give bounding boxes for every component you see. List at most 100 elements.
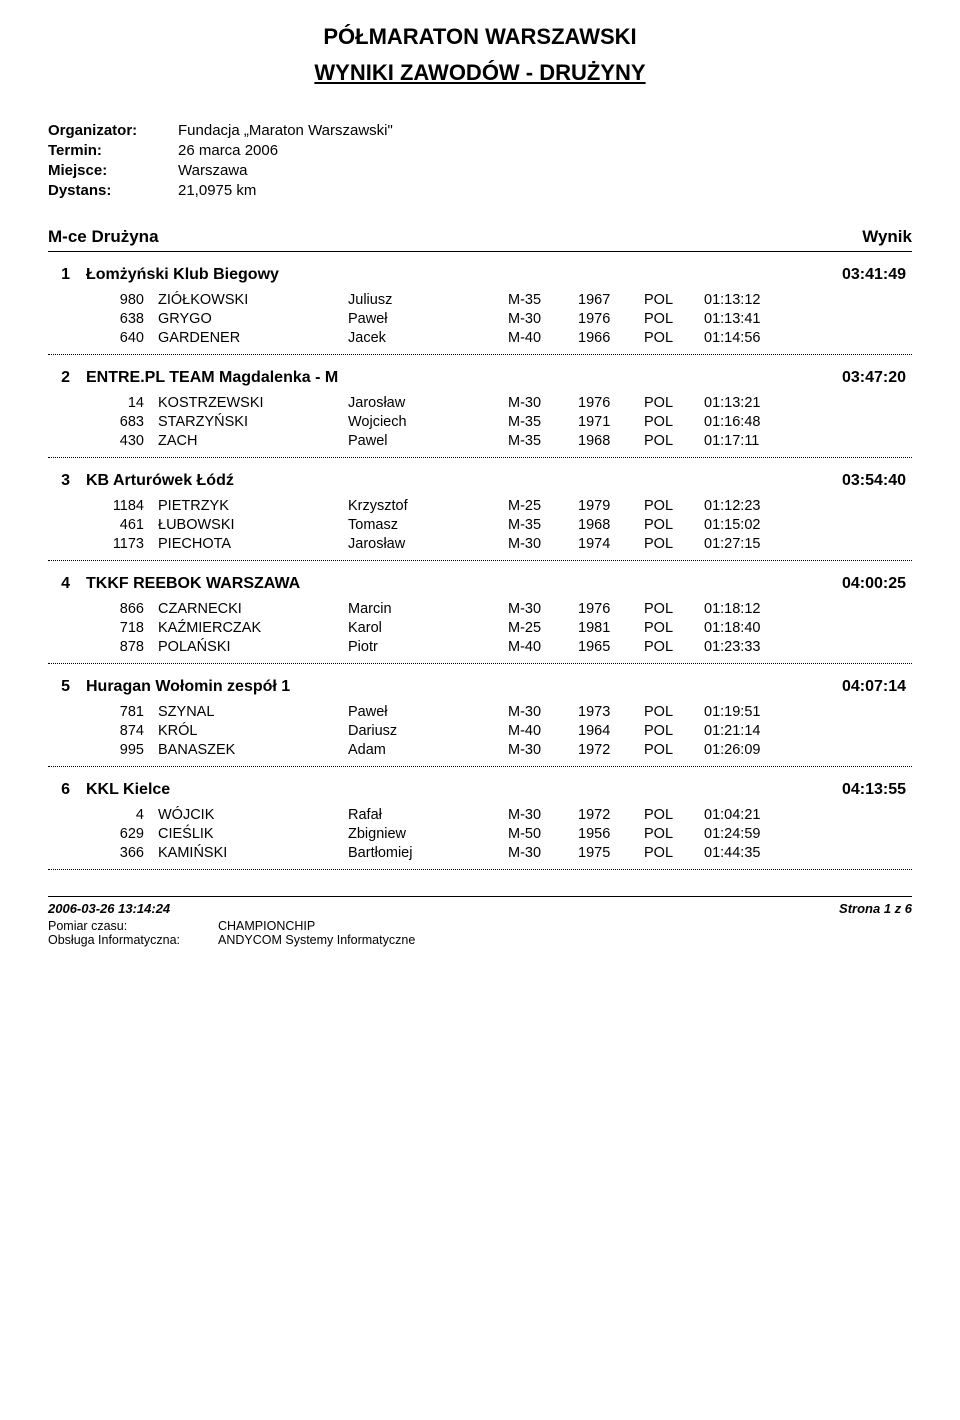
member-time: 01:18:12 [704, 601, 804, 617]
member-time: 01:13:21 [704, 395, 804, 411]
team-rank-name: 6 KKL Kielce [48, 781, 170, 799]
member-lastname: GRYGO [158, 311, 348, 327]
member-firstname: Karol [348, 620, 508, 636]
member-year: 1956 [578, 826, 644, 842]
member-category: M-40 [508, 639, 578, 655]
col-header-rank-team: M-ce Drużyna [48, 227, 159, 247]
member-lastname: WÓJCIK [158, 807, 348, 823]
member-time: 01:18:40 [704, 620, 804, 636]
team-block: 3KB Arturówek Łódź03:54:401184PIETRZYKKr… [48, 472, 912, 561]
member-bib: 874 [92, 723, 158, 739]
member-nationality: POL [644, 330, 704, 346]
member-row: 640GARDENERJacekM-401966POL01:14:56 [48, 330, 912, 346]
member-lastname: BANASZEK [158, 742, 348, 758]
footer-timing-label: Pomiar czasu: [48, 919, 218, 933]
member-lastname: SZYNAL [158, 704, 348, 720]
member-row: 14KOSTRZEWSKIJarosławM-301976POL01:13:21 [48, 395, 912, 411]
member-nationality: POL [644, 311, 704, 327]
member-year: 1971 [578, 414, 644, 430]
member-year: 1973 [578, 704, 644, 720]
member-bib: 640 [92, 330, 158, 346]
meta-distance: Dystans: 21,0975 km [48, 182, 912, 199]
member-row: 366KAMIŃSKIBartłomiejM-301975POL01:44:35 [48, 845, 912, 861]
member-category: M-30 [508, 601, 578, 617]
team-rank: 6 [48, 781, 70, 799]
member-bib: 718 [92, 620, 158, 636]
member-time: 01:15:02 [704, 517, 804, 533]
member-bib: 461 [92, 517, 158, 533]
member-category: M-40 [508, 330, 578, 346]
footer-page: Strona 1 z 6 [839, 901, 912, 916]
meta-place: Miejsce: Warszawa [48, 162, 912, 179]
team-header: 2ENTRE.PL TEAM Magdalenka - M03:47:20 [48, 369, 912, 387]
team-name: Huragan Wołomin zespół 1 [86, 678, 290, 696]
member-lastname: ŁUBOWSKI [158, 517, 348, 533]
member-bib: 1173 [92, 536, 158, 552]
member-time: 01:19:51 [704, 704, 804, 720]
member-nationality: POL [644, 845, 704, 861]
member-bib: 638 [92, 311, 158, 327]
team-block: 2ENTRE.PL TEAM Magdalenka - M03:47:20 14K… [48, 369, 912, 458]
member-category: M-25 [508, 620, 578, 636]
footer-sub: Pomiar czasu: CHAMPIONCHIP Obsługa Infor… [48, 919, 912, 947]
member-firstname: Pawel [348, 433, 508, 449]
member-nationality: POL [644, 433, 704, 449]
member-year: 1965 [578, 639, 644, 655]
col-header-result: Wynik [862, 227, 912, 247]
meta-place-value: Warszawa [178, 162, 247, 179]
member-year: 1972 [578, 742, 644, 758]
member-category: M-30 [508, 807, 578, 823]
member-year: 1968 [578, 433, 644, 449]
member-row: 1184PIETRZYKKrzysztofM-251979POL01:12:23 [48, 498, 912, 514]
member-bib: 995 [92, 742, 158, 758]
meta-organizer: Organizator: Fundacja „Maraton Warszawsk… [48, 122, 912, 139]
member-nationality: POL [644, 292, 704, 308]
member-nationality: POL [644, 395, 704, 411]
team-name: KKL Kielce [86, 781, 170, 799]
footer-timestamp: 2006-03-26 13:14:24 [48, 901, 170, 916]
member-bib: 683 [92, 414, 158, 430]
footer-it-value: ANDYCOM Systemy Informatyczne [218, 933, 415, 947]
team-rank-name: 4TKKF REEBOK WARSZAWA [48, 575, 300, 593]
member-year: 1975 [578, 845, 644, 861]
member-nationality: POL [644, 414, 704, 430]
meta-date: Termin: 26 marca 2006 [48, 142, 912, 159]
member-row: 4WÓJCIKRafałM-301972POL01:04:21 [48, 807, 912, 823]
member-nationality: POL [644, 723, 704, 739]
member-time: 01:12:23 [704, 498, 804, 514]
member-bib: 866 [92, 601, 158, 617]
member-lastname: STARZYŃSKI [158, 414, 348, 430]
team-time: 03:41:49 [842, 266, 906, 284]
member-category: M-30 [508, 311, 578, 327]
member-nationality: POL [644, 704, 704, 720]
member-lastname: KOSTRZEWSKI [158, 395, 348, 411]
member-row: 461ŁUBOWSKITomaszM-351968POL01:15:02 [48, 517, 912, 533]
team-header: 4TKKF REEBOK WARSZAWA04:00:25 [48, 575, 912, 593]
team-name: TKKF REEBOK WARSZAWA [86, 575, 300, 593]
member-bib: 781 [92, 704, 158, 720]
member-firstname: Marcin [348, 601, 508, 617]
meta-place-label: Miejsce: [48, 162, 178, 179]
member-firstname: Krzysztof [348, 498, 508, 514]
member-time: 01:24:59 [704, 826, 804, 842]
member-row: 866CZARNECKIMarcinM-301976POL01:18:12 [48, 601, 912, 617]
member-category: M-35 [508, 517, 578, 533]
member-category: M-30 [508, 845, 578, 861]
member-row: 629CIEŚLIKZbigniewM-501956POL01:24:59 [48, 826, 912, 842]
team-rank: 1 [48, 266, 70, 284]
meta-distance-value: 21,0975 km [178, 182, 256, 199]
team-divider [48, 869, 912, 870]
page-title-sub: WYNIKI ZAWODÓW - DRUŻYNY [48, 60, 912, 86]
member-row: 1173PIECHOTAJarosławM-301974POL01:27:15 [48, 536, 912, 552]
meta-block: Organizator: Fundacja „Maraton Warszawsk… [48, 122, 912, 199]
meta-distance-label: Dystans: [48, 182, 178, 199]
team-block: 6KKL Kielce04:13:554WÓJCIKRafałM-301972P… [48, 781, 912, 870]
member-firstname: Piotr [348, 639, 508, 655]
member-lastname: CIEŚLIK [158, 826, 348, 842]
member-nationality: POL [644, 639, 704, 655]
team-name: Łomżyński Klub Biegowy [86, 266, 279, 284]
member-category: M-30 [508, 704, 578, 720]
member-row: 718KAŹMIERCZAKKarolM-251981POL01:18:40 [48, 620, 912, 636]
member-bib: 430 [92, 433, 158, 449]
member-lastname: KRÓL [158, 723, 348, 739]
